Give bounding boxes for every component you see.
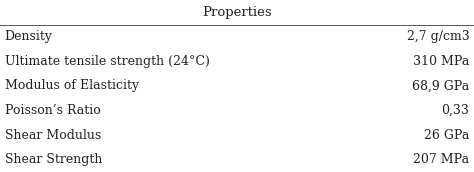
Text: 2,7 g/cm3: 2,7 g/cm3 — [407, 30, 469, 43]
Text: Ultimate tensile strength (24°C): Ultimate tensile strength (24°C) — [5, 55, 210, 68]
Text: Shear Modulus: Shear Modulus — [5, 129, 101, 142]
Text: Shear Strength: Shear Strength — [5, 153, 102, 166]
Text: 68,9 GPa: 68,9 GPa — [412, 79, 469, 93]
Text: Modulus of Elasticity: Modulus of Elasticity — [5, 79, 139, 93]
Text: 0,33: 0,33 — [441, 104, 469, 117]
Text: 310 MPa: 310 MPa — [413, 55, 469, 68]
Text: Density: Density — [5, 30, 53, 43]
Text: Properties: Properties — [202, 6, 272, 19]
Text: Poisson’s Ratio: Poisson’s Ratio — [5, 104, 100, 117]
Text: 26 GPa: 26 GPa — [424, 129, 469, 142]
Text: 207 MPa: 207 MPa — [413, 153, 469, 166]
